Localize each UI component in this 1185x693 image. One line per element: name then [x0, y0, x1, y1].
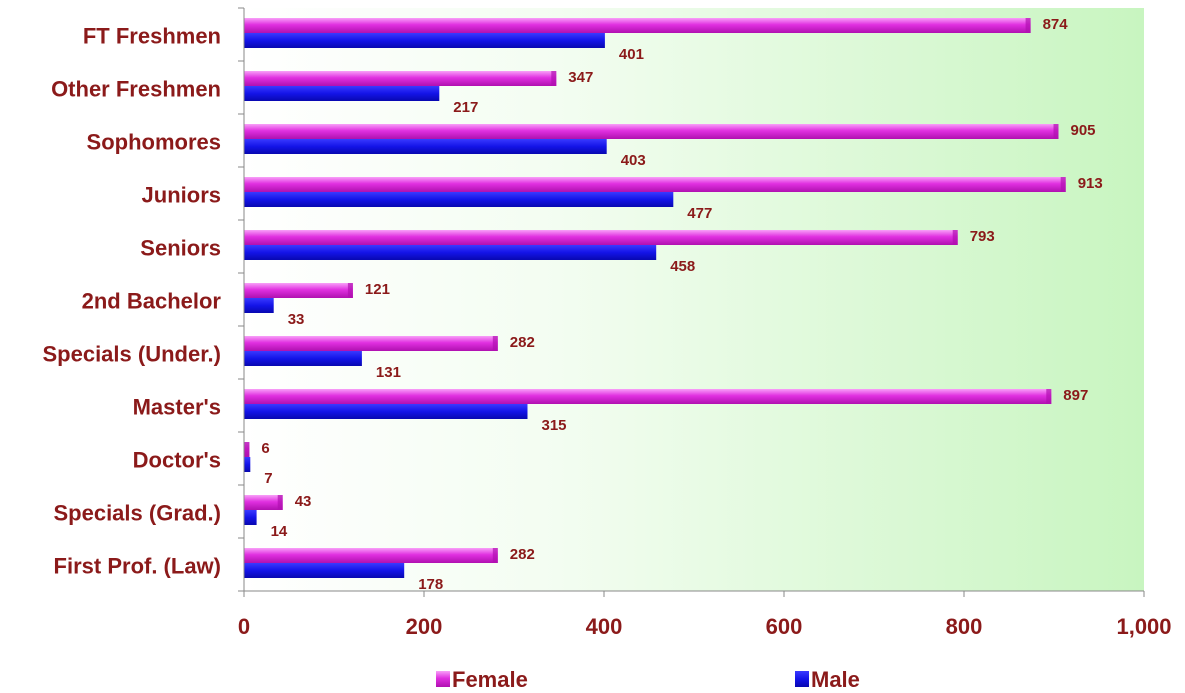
bar-female: [244, 177, 1066, 192]
bar-male: [244, 298, 274, 313]
bar-end-cap: [952, 230, 958, 245]
bar-female: [244, 18, 1031, 33]
value-label-female: 6: [261, 440, 269, 457]
value-label-female: 43: [295, 493, 312, 510]
value-label-male: 217: [453, 99, 478, 116]
category-label: Specials (Grad.): [53, 501, 221, 526]
category-label: Specials (Under.): [42, 342, 221, 367]
x-tick-label: 800: [946, 614, 983, 639]
value-label-male: 7: [264, 470, 272, 487]
bar-male: [244, 192, 674, 207]
category-label: Other Freshmen: [51, 77, 221, 102]
value-label-male: 315: [542, 417, 567, 434]
value-label-female: 282: [510, 546, 535, 563]
bar-female: [244, 124, 1059, 139]
bar-male: [244, 245, 657, 260]
category-label: Juniors: [142, 183, 221, 208]
bar-male: [244, 404, 528, 419]
bar-female: [244, 389, 1052, 404]
bar-female: [244, 230, 958, 245]
value-label-male: 178: [418, 576, 443, 593]
bar-end-cap: [1046, 389, 1052, 404]
bar-male: [244, 139, 607, 154]
bar-male: [244, 351, 362, 366]
value-label-female: 347: [568, 69, 593, 86]
bar-end-cap: [347, 283, 353, 298]
x-tick-label: 0: [238, 614, 250, 639]
category-label: 2nd Bachelor: [82, 289, 222, 314]
value-label-female: 874: [1043, 16, 1069, 33]
bar-end-cap: [1025, 18, 1031, 33]
bar-male: [244, 86, 440, 101]
category-label: FT Freshmen: [83, 24, 221, 49]
value-label-female: 121: [365, 281, 390, 298]
bar-male: [244, 510, 257, 525]
value-label-female: 282: [510, 334, 535, 351]
legend-swatch-male: [795, 671, 809, 687]
x-tick-label: 600: [766, 614, 803, 639]
legend-label-male: Male: [811, 667, 860, 692]
value-label-female: 913: [1078, 175, 1103, 192]
bar-end-cap: [551, 71, 557, 86]
bar-female: [244, 495, 283, 510]
category-label: Doctor's: [133, 448, 221, 473]
bar-end-cap: [244, 442, 250, 457]
value-label-male: 477: [687, 205, 712, 222]
x-tick-label: 200: [406, 614, 443, 639]
value-label-male: 458: [670, 258, 695, 275]
value-label-female: 897: [1063, 387, 1088, 404]
bar-end-cap: [492, 548, 498, 563]
category-label: First Prof. (Law): [54, 554, 221, 579]
value-label-male: 131: [376, 364, 401, 381]
bar-female: [244, 336, 498, 351]
x-tick-label: 400: [586, 614, 623, 639]
bar-female: [244, 71, 557, 86]
plot-area: [244, 8, 1144, 591]
bar-female: [244, 283, 353, 298]
bar-male: [244, 33, 605, 48]
category-label: Seniors: [140, 236, 221, 261]
value-label-male: 401: [619, 46, 644, 63]
value-label-male: 14: [271, 523, 288, 540]
category-label: Sophomores: [87, 130, 221, 155]
bar-end-cap: [1060, 177, 1066, 192]
bar-male: [244, 563, 405, 578]
legend-swatch-female: [436, 671, 450, 687]
value-label-male: 33: [288, 311, 305, 328]
bar-end-cap: [277, 495, 283, 510]
value-label-female: 793: [970, 228, 995, 245]
category-label: Master's: [133, 395, 221, 420]
bar-end-cap: [492, 336, 498, 351]
value-label-male: 403: [621, 152, 646, 169]
x-tick-label: 1,000: [1116, 614, 1171, 639]
bar-end-cap: [1053, 124, 1059, 139]
legend-label-female: Female: [452, 667, 528, 692]
value-label-female: 905: [1071, 122, 1096, 139]
bar-female: [244, 548, 498, 563]
bar-male: [244, 457, 251, 472]
